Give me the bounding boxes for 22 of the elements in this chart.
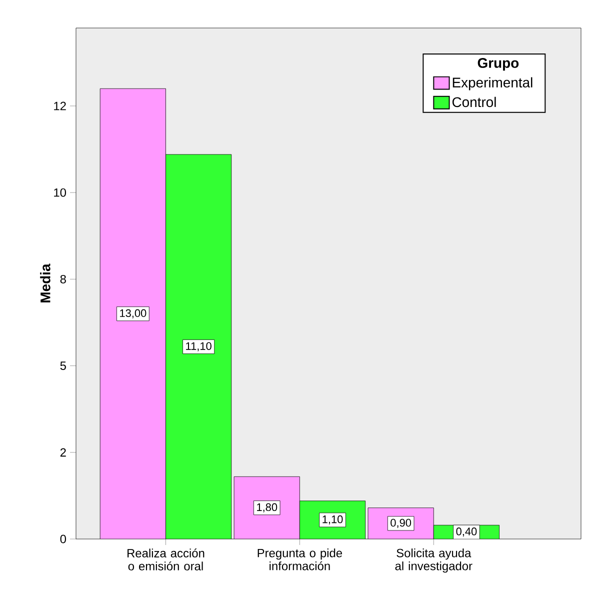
bar (166, 154, 232, 539)
bar (100, 88, 166, 539)
bar (234, 476, 300, 539)
x-tick-label: Pregunta o pide información (258, 548, 342, 570)
data-label: 11,10 (186, 342, 212, 352)
data-label: 0,90 (390, 518, 412, 528)
data-label: 1,80 (257, 503, 278, 512)
y-tick-label: 2 (60, 448, 66, 457)
legend-label: Experimental (452, 77, 532, 90)
y-axis-title: Media (40, 264, 50, 302)
y-tick-label: 5 (60, 362, 66, 370)
data-label: 0,40 (456, 528, 477, 537)
legend-title: Grupo (478, 58, 519, 71)
legend-label: Control (452, 96, 496, 108)
y-tick-label: 10 (54, 188, 66, 197)
data-label: 1,10 (322, 515, 343, 524)
x-tick-label: Solicita ayuda al investigador (395, 548, 472, 573)
data-label: 13,00 (120, 309, 146, 318)
x-tick-label: Realiza acción o emisión oral (128, 548, 204, 570)
y-tick-label: 8 (60, 274, 66, 284)
y-tick-label: 0 (60, 534, 66, 544)
y-tick-label: 12 (54, 102, 66, 110)
